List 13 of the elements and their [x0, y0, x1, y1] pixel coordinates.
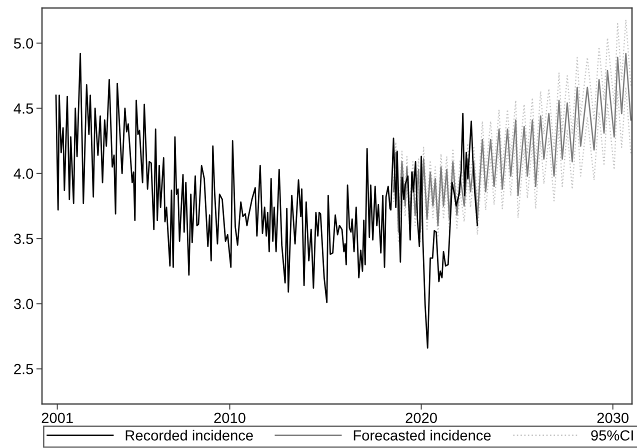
- legend-label: Forecasted incidence: [354, 430, 491, 441]
- y-tick-label: 2.5: [14, 364, 34, 374]
- x-tick-label: 2030: [597, 412, 628, 424]
- legend-label: 95%CI: [591, 430, 633, 441]
- x-tick-label: 2020: [406, 412, 437, 424]
- y-tick-label: 4.0: [14, 168, 34, 179]
- y-tick-label: 4.5: [14, 104, 34, 114]
- x-tick-label: 2010: [214, 412, 246, 424]
- legend-label: Recorded incidence: [126, 430, 253, 441]
- x-tick-label: 2001: [42, 412, 73, 424]
- y-tick-label: 3.0: [14, 298, 34, 310]
- y-tick-label: 3.5: [14, 234, 34, 244]
- y-tick-label: 5.0: [14, 38, 34, 49]
